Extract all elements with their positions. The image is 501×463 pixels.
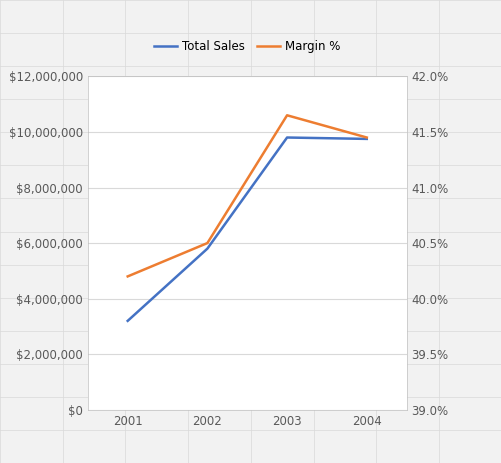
Legend: Total Sales, Margin %: Total Sales, Margin % [149,36,345,58]
